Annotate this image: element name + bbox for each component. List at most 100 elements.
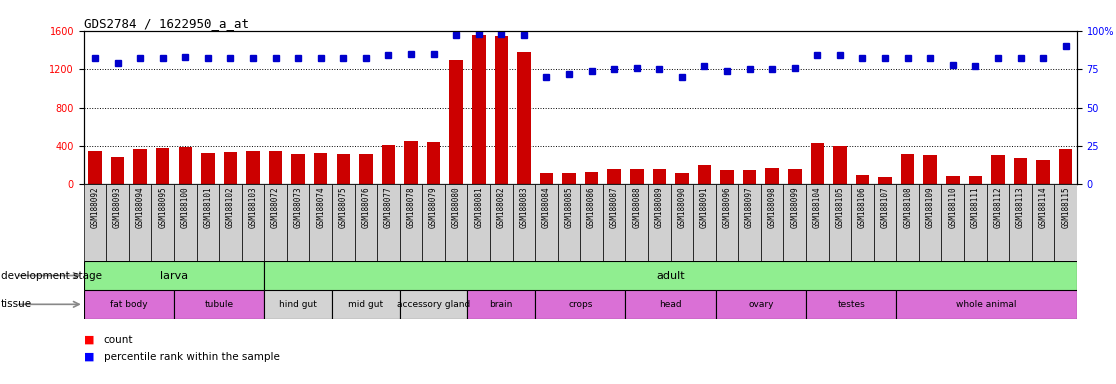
Bar (562, 173, 576, 184)
Text: GSM188093: GSM188093 (113, 187, 122, 228)
FancyBboxPatch shape (806, 290, 896, 319)
FancyBboxPatch shape (783, 184, 806, 261)
Text: GSM188085: GSM188085 (565, 187, 574, 228)
FancyBboxPatch shape (174, 184, 196, 261)
Bar (517, 52, 531, 184)
Text: crops: crops (568, 300, 593, 309)
Bar (991, 155, 1004, 184)
Text: GSM188106: GSM188106 (858, 187, 867, 228)
Bar (201, 152, 214, 184)
FancyBboxPatch shape (377, 184, 400, 261)
Bar (494, 36, 508, 184)
Bar (675, 173, 689, 184)
Bar (834, 146, 847, 184)
Bar (1059, 149, 1072, 184)
Text: testes: testes (837, 300, 865, 309)
Bar (856, 175, 869, 184)
FancyBboxPatch shape (806, 184, 828, 261)
Bar (179, 147, 192, 184)
FancyBboxPatch shape (400, 290, 468, 319)
Text: GSM188078: GSM188078 (406, 187, 415, 228)
Text: GSM188096: GSM188096 (722, 187, 732, 228)
Bar (607, 169, 620, 184)
FancyBboxPatch shape (445, 184, 468, 261)
Bar (223, 152, 238, 184)
Text: GSM188115: GSM188115 (1061, 187, 1070, 228)
Bar (923, 155, 937, 184)
Text: GSM188081: GSM188081 (474, 187, 483, 228)
FancyBboxPatch shape (874, 184, 896, 261)
Text: GSM188091: GSM188091 (700, 187, 709, 228)
Text: tubule: tubule (204, 300, 233, 309)
Text: GSM188103: GSM188103 (249, 187, 258, 228)
Bar (743, 170, 757, 184)
FancyBboxPatch shape (333, 290, 400, 319)
FancyBboxPatch shape (536, 184, 558, 261)
FancyBboxPatch shape (400, 184, 422, 261)
FancyBboxPatch shape (152, 184, 174, 261)
Bar (134, 149, 147, 184)
FancyBboxPatch shape (558, 184, 580, 261)
FancyBboxPatch shape (987, 184, 1009, 261)
Bar (291, 154, 305, 184)
FancyBboxPatch shape (264, 290, 333, 319)
Text: GSM188095: GSM188095 (158, 187, 167, 228)
FancyBboxPatch shape (536, 290, 625, 319)
Text: GSM188107: GSM188107 (881, 187, 889, 228)
FancyBboxPatch shape (287, 184, 309, 261)
Text: GSM188092: GSM188092 (90, 187, 99, 228)
FancyBboxPatch shape (355, 184, 377, 261)
Text: head: head (660, 300, 682, 309)
Text: GSM188104: GSM188104 (812, 187, 821, 228)
Text: ovary: ovary (748, 300, 773, 309)
FancyBboxPatch shape (84, 290, 174, 319)
Bar (359, 154, 373, 184)
Bar (450, 60, 463, 184)
FancyBboxPatch shape (84, 261, 264, 290)
Bar (585, 172, 598, 184)
Text: percentile rank within the sample: percentile rank within the sample (104, 352, 280, 362)
FancyBboxPatch shape (242, 184, 264, 261)
Bar (946, 176, 960, 184)
FancyBboxPatch shape (964, 184, 987, 261)
FancyBboxPatch shape (715, 184, 739, 261)
Text: GSM188109: GSM188109 (925, 187, 935, 228)
Bar (766, 169, 779, 184)
FancyBboxPatch shape (715, 290, 806, 319)
FancyBboxPatch shape (1009, 184, 1032, 261)
Bar (269, 151, 282, 184)
FancyBboxPatch shape (309, 184, 333, 261)
FancyBboxPatch shape (739, 184, 761, 261)
Text: development stage: development stage (1, 270, 103, 281)
FancyBboxPatch shape (625, 184, 648, 261)
Bar (404, 141, 417, 184)
FancyBboxPatch shape (333, 184, 355, 261)
Text: tissue: tissue (1, 299, 32, 310)
Bar (1013, 158, 1027, 184)
Text: GSM188108: GSM188108 (903, 187, 912, 228)
Bar (337, 154, 350, 184)
Text: larva: larva (160, 270, 189, 281)
FancyBboxPatch shape (1032, 184, 1055, 261)
Bar (540, 173, 554, 184)
FancyBboxPatch shape (603, 184, 625, 261)
Text: GSM188088: GSM188088 (633, 187, 642, 228)
FancyBboxPatch shape (174, 290, 264, 319)
Bar (1037, 161, 1050, 184)
FancyBboxPatch shape (671, 184, 693, 261)
Text: GSM188094: GSM188094 (136, 187, 145, 228)
Text: GSM188111: GSM188111 (971, 187, 980, 228)
Bar (629, 169, 644, 184)
Text: GSM188097: GSM188097 (745, 187, 754, 228)
Text: hind gut: hind gut (279, 300, 317, 309)
FancyBboxPatch shape (648, 184, 671, 261)
Text: GSM188113: GSM188113 (1016, 187, 1024, 228)
Text: GSM188087: GSM188087 (609, 187, 618, 228)
Text: GSM188080: GSM188080 (452, 187, 461, 228)
Bar (878, 177, 892, 184)
Text: brain: brain (490, 300, 513, 309)
Text: GSM188073: GSM188073 (294, 187, 302, 228)
FancyBboxPatch shape (219, 184, 242, 261)
Text: GSM188079: GSM188079 (429, 187, 439, 228)
Text: fat body: fat body (110, 300, 147, 309)
